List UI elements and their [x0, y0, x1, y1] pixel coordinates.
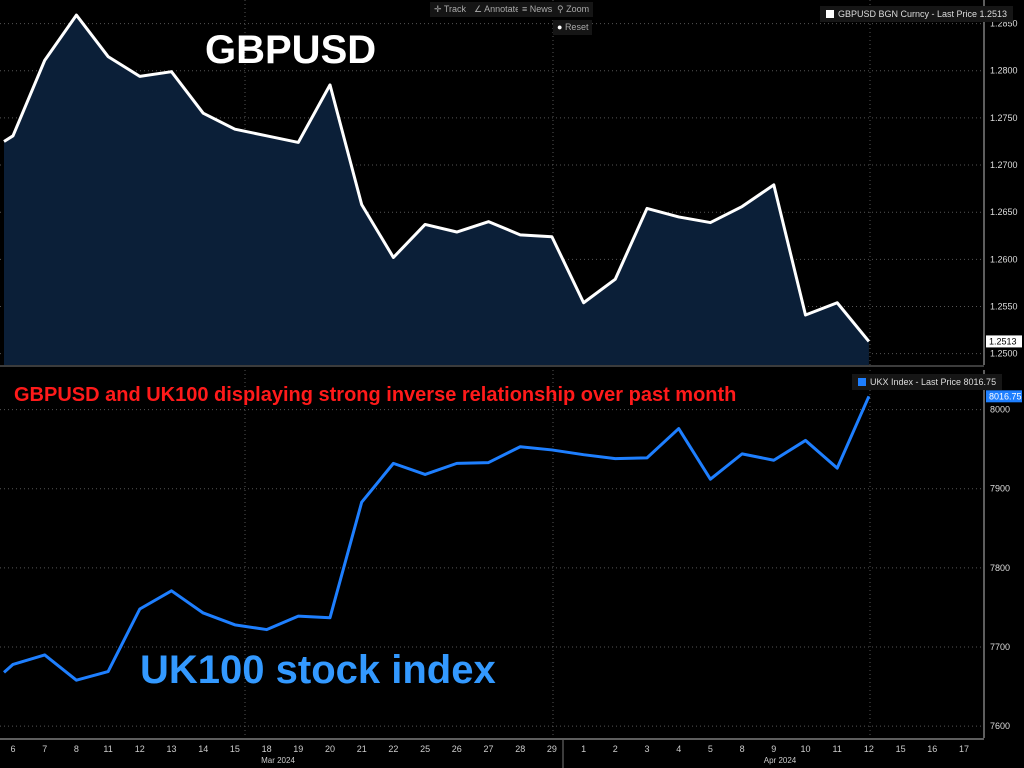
x-tick-label: 27 [483, 744, 493, 754]
x-tick-label: 28 [515, 744, 525, 754]
x-tick-label: 12 [864, 744, 874, 754]
news-icon: ≡ [522, 4, 530, 14]
x-tick-label: 7 [42, 744, 47, 754]
x-tick-label: 19 [293, 744, 303, 754]
reset-icon: ● [557, 22, 565, 32]
x-tick-label: 11 [833, 744, 842, 754]
y-tick-label: 1.2800 [990, 66, 1018, 76]
subtitle: GBPUSD and UK100 displaying strong inver… [14, 384, 737, 406]
zoom-icon: ⚲ [557, 4, 567, 14]
last-price-tag [986, 390, 1022, 403]
x-tick-label: 4 [676, 744, 681, 754]
x-tick-label: 15 [896, 744, 906, 754]
x-tick-label: 5 [708, 744, 713, 754]
y-tick-label: 1.2500 [990, 349, 1018, 359]
y-tick-label: 7900 [990, 484, 1010, 494]
y-tick-label: 1.2650 [990, 207, 1018, 217]
y-tick-label: 7700 [990, 642, 1010, 652]
y-tick-label: 8000 [990, 405, 1010, 415]
x-tick-label: 8 [740, 744, 745, 754]
x-tick-label: 29 [547, 744, 557, 754]
last-price-label: 8016.75 [989, 391, 1022, 401]
month-label: Apr 2024 [764, 756, 797, 765]
gbp-line [3, 13, 871, 343]
top-title: GBPUSD [205, 28, 377, 72]
gbp-swatch [826, 10, 834, 18]
y-tick-label: 1.2550 [990, 302, 1018, 312]
news-button[interactable]: ≡ News [518, 2, 557, 17]
x-tick-label: 25 [420, 744, 430, 754]
track-icon: ✛ [434, 4, 444, 14]
ukx-legend: UKX Index - Last Price 8016.75 [852, 374, 1003, 390]
last-price-tag [986, 335, 1022, 348]
x-tick-label: 12 [135, 744, 145, 754]
gbp-area [4, 15, 869, 365]
month-label: Mar 2024 [261, 756, 295, 765]
x-tick-label: 2 [613, 744, 618, 754]
y-tick-label: 7800 [990, 563, 1010, 573]
x-tick-label: 8 [74, 744, 79, 754]
x-tick-label: 6 [10, 744, 15, 754]
y-tick-label: 1.2750 [990, 113, 1018, 123]
x-tick-label: 16 [927, 744, 937, 754]
ukx-swatch [858, 378, 866, 386]
x-tick-label: 9 [771, 744, 776, 754]
x-tick-label: 13 [166, 744, 176, 754]
bottom-title: UK100 stock index [140, 648, 496, 692]
x-tick-label: 14 [198, 744, 208, 754]
y-tick-label: 7600 [990, 721, 1010, 731]
x-tick-label: 18 [262, 744, 272, 754]
x-tick-label: 17 [959, 744, 969, 754]
x-tick-label: 15 [230, 744, 240, 754]
annotate-button[interactable]: ∠ Annotate [470, 2, 525, 17]
annotate-icon: ∠ [474, 4, 485, 14]
reset-button[interactable]: ● Reset [553, 20, 593, 35]
ukx-line [3, 395, 871, 682]
x-tick-label: 3 [644, 744, 649, 754]
x-tick-label: 22 [388, 744, 398, 754]
last-price-label: 1.2513 [989, 336, 1017, 346]
x-tick-label: 10 [800, 744, 810, 754]
x-tick-label: 21 [357, 744, 367, 754]
x-tick-label: 20 [325, 744, 335, 754]
y-tick-label: 1.2700 [990, 160, 1018, 170]
gbp-legend: GBPUSD BGN Curncy - Last Price 1.2513 [820, 6, 1014, 22]
x-tick-label: 1 [581, 744, 586, 754]
x-tick-label: 26 [452, 744, 462, 754]
zoom-button[interactable]: ⚲ Zoom [553, 2, 594, 17]
y-tick-label: 1.2600 [990, 254, 1018, 264]
track-button[interactable]: ✛ Track [430, 2, 471, 17]
x-tick-label: 11 [103, 744, 112, 754]
y-tick-label: 1.2850 [990, 19, 1018, 29]
